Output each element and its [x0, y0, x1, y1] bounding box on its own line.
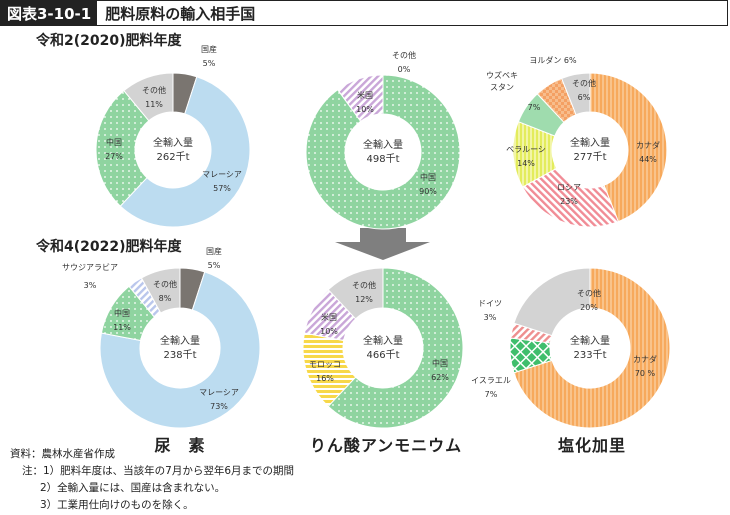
- slice-label-name-urea2022-3: サウジアラビア: [62, 263, 118, 272]
- slice-label-value-potash2022-2: 3%: [484, 313, 497, 322]
- year-label-2020: 令和2(2020)肥料年度: [36, 33, 182, 49]
- slice-label-value-potash2022-0: 70 %: [635, 369, 656, 378]
- caption-ammonium-phosphate: りん酸アンモニウム: [309, 436, 463, 455]
- slice-label-name-urea2020-0: 国産: [201, 44, 217, 54]
- center-label-potash2020: 全輸入量: [570, 136, 610, 149]
- slice-label-value-urea2022-1: 73%: [210, 402, 228, 411]
- slice-label-name-urea2020-3: その他: [142, 85, 166, 95]
- slice-amm2020-1: [305, 74, 461, 230]
- note-1: 注：1）肥料年度は、当該年の7月から翌年6月までの期間: [22, 465, 295, 477]
- caption-potassium-chloride: 塩化加里: [557, 436, 626, 455]
- center-total-urea2022: 238千t: [163, 349, 196, 361]
- slice-label-name-amm2022-0: 中国: [432, 358, 448, 368]
- center-label-amm2022: 全輸入量: [363, 334, 403, 347]
- note-2: 2）全輸入量には、国産は含まれない。: [40, 482, 226, 494]
- slice-potash2020-1: [521, 167, 619, 228]
- figure-label: 図表3-10-1: [1, 1, 98, 25]
- slice-label-name-potash2020-3: ウズベキ: [486, 70, 518, 80]
- slice-potash2022-0: [513, 267, 671, 429]
- slice-amm2022-0: [327, 267, 464, 429]
- slice-label-value-potash2022-3: 20%: [580, 303, 598, 312]
- figure-header: 図表3-10-1 肥料原料の輸入相手国: [0, 0, 728, 26]
- slice-label-name-amm2022-3: その他: [352, 280, 376, 290]
- slice-label-value-urea2022-2: 11%: [113, 323, 131, 332]
- slice-label-value-amm2020-2: 10%: [356, 105, 374, 114]
- caption-urea: 尿 素: [154, 436, 206, 455]
- year-label-2022: 令和4(2022)肥料年度: [36, 239, 182, 255]
- slice-label-value-urea2020-0: 5%: [203, 59, 216, 68]
- donut-urea2020: 国産 5% マレーシア 57% 中国 27% その他 11% 全輸入量 262千t: [95, 44, 251, 228]
- slice-label-name-urea2020-1: マレーシア: [202, 170, 242, 179]
- donut-potash2022: カナダ 70 % イスラエル 7% ドイツ 3% その他 20% 全輸入量 233千t: [471, 267, 671, 429]
- slice-label-value-amm2022-0: 62%: [431, 373, 449, 382]
- slice-label-name-amm2022-2: 米国: [321, 312, 337, 322]
- slice-urea2020-2: [95, 89, 150, 207]
- slice-urea2020-1: [119, 76, 251, 228]
- slice-label-name-potash2022-0: カナダ: [633, 354, 657, 364]
- slice-label-value-amm2022-3: 12%: [355, 295, 373, 304]
- slice-label-name-urea2020-2: 中国: [106, 137, 122, 147]
- note-source: 資料：農林水産省作成: [10, 448, 115, 460]
- slice-label-value-amm2020-1: 90%: [419, 187, 437, 196]
- center-total-amm2022: 466千t: [366, 349, 399, 361]
- slice-urea2020-3: [123, 72, 174, 122]
- center-total-potash2020: 277千t: [573, 151, 606, 163]
- slice-urea2022-1: [99, 271, 261, 429]
- slice-label-name-potash2020-5: その他: [572, 78, 596, 88]
- slice-label-value-potash2022-1: 7%: [485, 390, 498, 399]
- slice-amm2022-3: [327, 267, 384, 320]
- slice-label-name-potash2020-4: ヨルダン 6%: [529, 55, 577, 65]
- slice-label-name-amm2020-1: 中国: [420, 172, 436, 182]
- slice-label-value-amm2022-1: 16%: [316, 374, 334, 383]
- slice-urea2022-4: [140, 267, 181, 314]
- slice-label-name2-potash2020-3: スタン: [490, 83, 514, 92]
- donut-amm2022: 中国 62% モロッコ 16% 米国 10% その他 12% 全輸入量 466千t: [302, 267, 464, 429]
- slice-label-value-amm2022-2: 10%: [320, 327, 338, 336]
- slice-label-value-urea2022-4: 8%: [159, 294, 172, 303]
- slice-label-name-amm2020-0: その他: [392, 50, 416, 60]
- figure-title: 肥料原料の輸入相手国: [105, 4, 256, 23]
- donut-amm2020: その他 0% 中国 90% 米国 10% 全輸入量 498千t: [305, 50, 461, 230]
- center-total-amm2020: 498千t: [366, 153, 399, 165]
- slice-label-value-urea2022-0: 5%: [208, 261, 221, 270]
- slice-label-name-potash2022-2: ドイツ: [478, 299, 502, 308]
- slice-label-value-potash2020-1: 23%: [560, 197, 578, 206]
- slice-potash2020-0: [589, 72, 668, 223]
- slice-potash2022-3: [513, 267, 591, 337]
- transition-arrow: [335, 228, 430, 260]
- note-3: 3）工業用仕向けのものを除く。: [40, 499, 194, 511]
- center-label-urea2020: 全輸入量: [153, 136, 193, 149]
- slice-label-name-potash2022-1: イスラエル: [471, 376, 511, 385]
- center-total-potash2022: 233千t: [573, 349, 606, 361]
- slice-label-name-amm2020-2: 米国: [357, 90, 373, 100]
- slice-amm2020-2: [337, 74, 384, 122]
- donut-urea2022: 国産 5% マレーシア 73% 中国 11% サウジアラビア 3% その他 8% 全輸入量 238千t: [62, 246, 261, 429]
- slice-label-name-urea2022-0: 国産: [206, 246, 222, 256]
- slice-label-name-urea2022-1: マレーシア: [199, 388, 239, 397]
- center-label-amm2020: 全輸入量: [363, 138, 403, 151]
- slice-label-value-potash2020-0: 44%: [639, 155, 657, 164]
- slice-potash2020-5: [561, 72, 591, 116]
- slice-label-name-potash2020-1: ロシア: [557, 183, 581, 192]
- slice-label-name-urea2022-2: 中国: [114, 308, 130, 318]
- slice-label-value-potash2020-5: 6%: [578, 93, 591, 102]
- slice-label-name-amm2022-1: モロッコ: [309, 360, 341, 369]
- center-total-urea2020: 262千t: [156, 151, 189, 163]
- slice-label-name-potash2022-3: その他: [577, 288, 601, 298]
- slice-label-value-urea2022-3: 3%: [84, 281, 97, 290]
- slice-label-value-amm2020-0: 0%: [398, 65, 411, 74]
- slice-label-value-potash2020-3: 7%: [528, 103, 541, 112]
- slice-label-value-urea2020-3: 11%: [145, 100, 163, 109]
- notes: 資料：農林水産省作成 注：1）肥料年度は、当該年の7月から翌年6月までの期間 2…: [10, 446, 294, 514]
- center-label-potash2022: 全輸入量: [570, 334, 610, 347]
- slice-label-value-potash2020-2: 14%: [517, 159, 535, 168]
- slice-label-value-urea2020-2: 27%: [105, 152, 123, 161]
- slice-label-name-potash2020-0: カナダ: [636, 140, 660, 150]
- slice-label-name-potash2020-2: ベラルーシ: [506, 145, 546, 154]
- center-label-urea2022: 全輸入量: [160, 334, 200, 347]
- slice-label-value-urea2020-1: 57%: [213, 184, 231, 193]
- slice-label-name-urea2022-4: その他: [153, 279, 177, 289]
